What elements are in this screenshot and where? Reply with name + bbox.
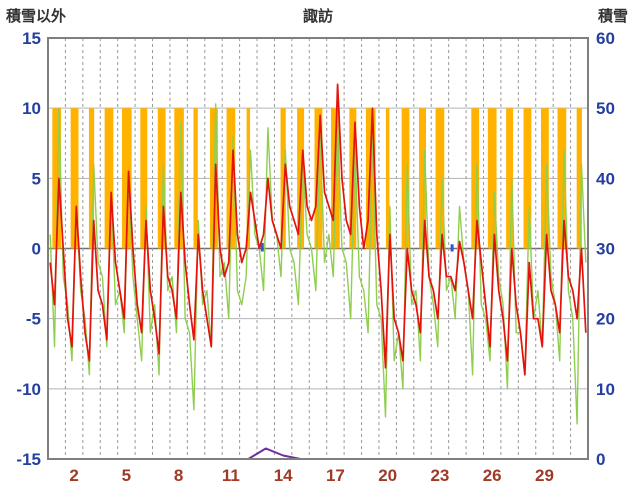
sunshine-bar bbox=[506, 108, 514, 249]
sunshine-bar bbox=[88, 108, 95, 249]
x-axis-tick-label: 29 bbox=[535, 466, 554, 485]
x-axis-tick-label: 5 bbox=[122, 466, 131, 485]
green-line bbox=[49, 103, 587, 425]
sunshine-bar bbox=[523, 108, 532, 249]
right-axis-tick-label: 30 bbox=[596, 240, 615, 259]
left-axis-tick-label: -15 bbox=[16, 450, 41, 469]
sunshine-bar bbox=[226, 108, 236, 249]
precip-mark bbox=[260, 242, 264, 252]
x-axis-tick-label: 26 bbox=[483, 466, 502, 485]
red-line bbox=[49, 83, 587, 376]
sunshine-bar bbox=[540, 108, 549, 249]
right-axis-tick-label: 20 bbox=[596, 310, 615, 329]
right-axis-tick-label: 60 bbox=[596, 29, 615, 48]
x-axis-tick-label: 17 bbox=[326, 466, 345, 485]
left-axis-tick-label: -5 bbox=[26, 310, 41, 329]
sunshine-bar bbox=[365, 108, 376, 249]
sunshine-bar bbox=[471, 108, 480, 249]
sunshine-bar bbox=[487, 108, 497, 249]
sunshine-bar bbox=[419, 108, 426, 249]
chart-title: 諏訪 bbox=[302, 8, 333, 25]
right-axis-title: 積雪 bbox=[597, 8, 628, 25]
right-axis-tick-label: 50 bbox=[596, 99, 615, 118]
sunshine-bar bbox=[246, 108, 251, 249]
sunshine-bar bbox=[385, 108, 390, 249]
left-axis-title: 積雪以外 bbox=[6, 8, 67, 25]
right-axis-tick-label: 0 bbox=[596, 450, 605, 469]
x-axis-tick-label: 8 bbox=[174, 466, 183, 485]
sunshine-bar bbox=[435, 108, 445, 249]
left-axis-tick-label: 5 bbox=[32, 169, 41, 188]
sunshine-bar bbox=[193, 108, 198, 249]
sunshine-bar bbox=[576, 108, 582, 249]
left-axis-tick-label: 0 bbox=[32, 240, 41, 259]
plot-frame bbox=[47, 37, 589, 460]
left-axis-tick-label: 15 bbox=[22, 29, 41, 48]
snow-depth-line bbox=[48, 447, 588, 460]
x-axis-tick-label: 2 bbox=[69, 466, 78, 485]
sunshine-bar bbox=[280, 108, 286, 249]
left-axis-tick-label: -10 bbox=[16, 380, 41, 399]
sunshine-bar bbox=[52, 108, 62, 249]
sunshine-bar bbox=[401, 108, 410, 249]
sunshine-bar bbox=[122, 108, 132, 249]
sunshine-bar bbox=[104, 108, 114, 249]
x-axis-tick-label: 23 bbox=[430, 466, 449, 485]
left-axis-tick-label: 10 bbox=[22, 99, 41, 118]
right-axis-tick-label: 10 bbox=[596, 380, 615, 399]
x-axis-tick-label: 20 bbox=[378, 466, 397, 485]
sunshine-bar bbox=[140, 108, 148, 249]
sunshine-bar bbox=[557, 108, 567, 249]
x-axis-tick-label: 14 bbox=[274, 466, 293, 485]
right-axis-tick-label: 40 bbox=[596, 169, 615, 188]
sunshine-bar bbox=[157, 108, 166, 249]
x-axis-tick-label: 11 bbox=[222, 466, 240, 485]
sunshine-bar bbox=[70, 108, 79, 249]
precip-mark bbox=[450, 244, 454, 252]
